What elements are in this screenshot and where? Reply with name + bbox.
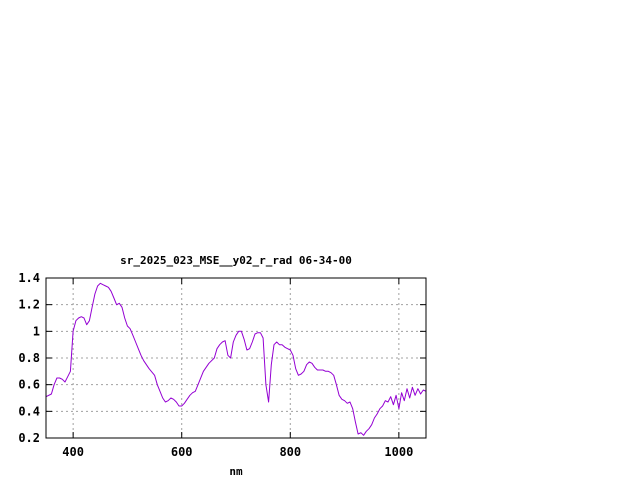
series-line	[45, 282, 427, 436]
x-tick-label: 600	[171, 445, 193, 459]
x-axis-label: nm	[229, 465, 243, 478]
y-tick-label: 0.2	[18, 431, 40, 445]
y-tick-label: 0.8	[18, 351, 40, 365]
series-layer	[45, 282, 427, 436]
y-tick-label: 0.6	[18, 378, 40, 392]
chart-title: sr_2025_023_MSE__y02_r_rad 06-34-00	[120, 254, 352, 267]
x-tick-label: 1000	[384, 445, 413, 459]
y-tick-label: 1.4	[18, 271, 40, 285]
grid-lines	[46, 278, 426, 438]
y-tick-label: 0.4	[18, 404, 40, 418]
tick-labels: 400 600 800 1000 0.2 0.4 0.6 0.8 1 1.2 1.4	[18, 271, 413, 459]
x-tick-label: 400	[62, 445, 84, 459]
y-tick-label: 1	[33, 324, 40, 338]
axis-ticks	[46, 277, 426, 439]
x-tick-label: 800	[279, 445, 301, 459]
y-tick-label: 1.2	[18, 298, 40, 312]
